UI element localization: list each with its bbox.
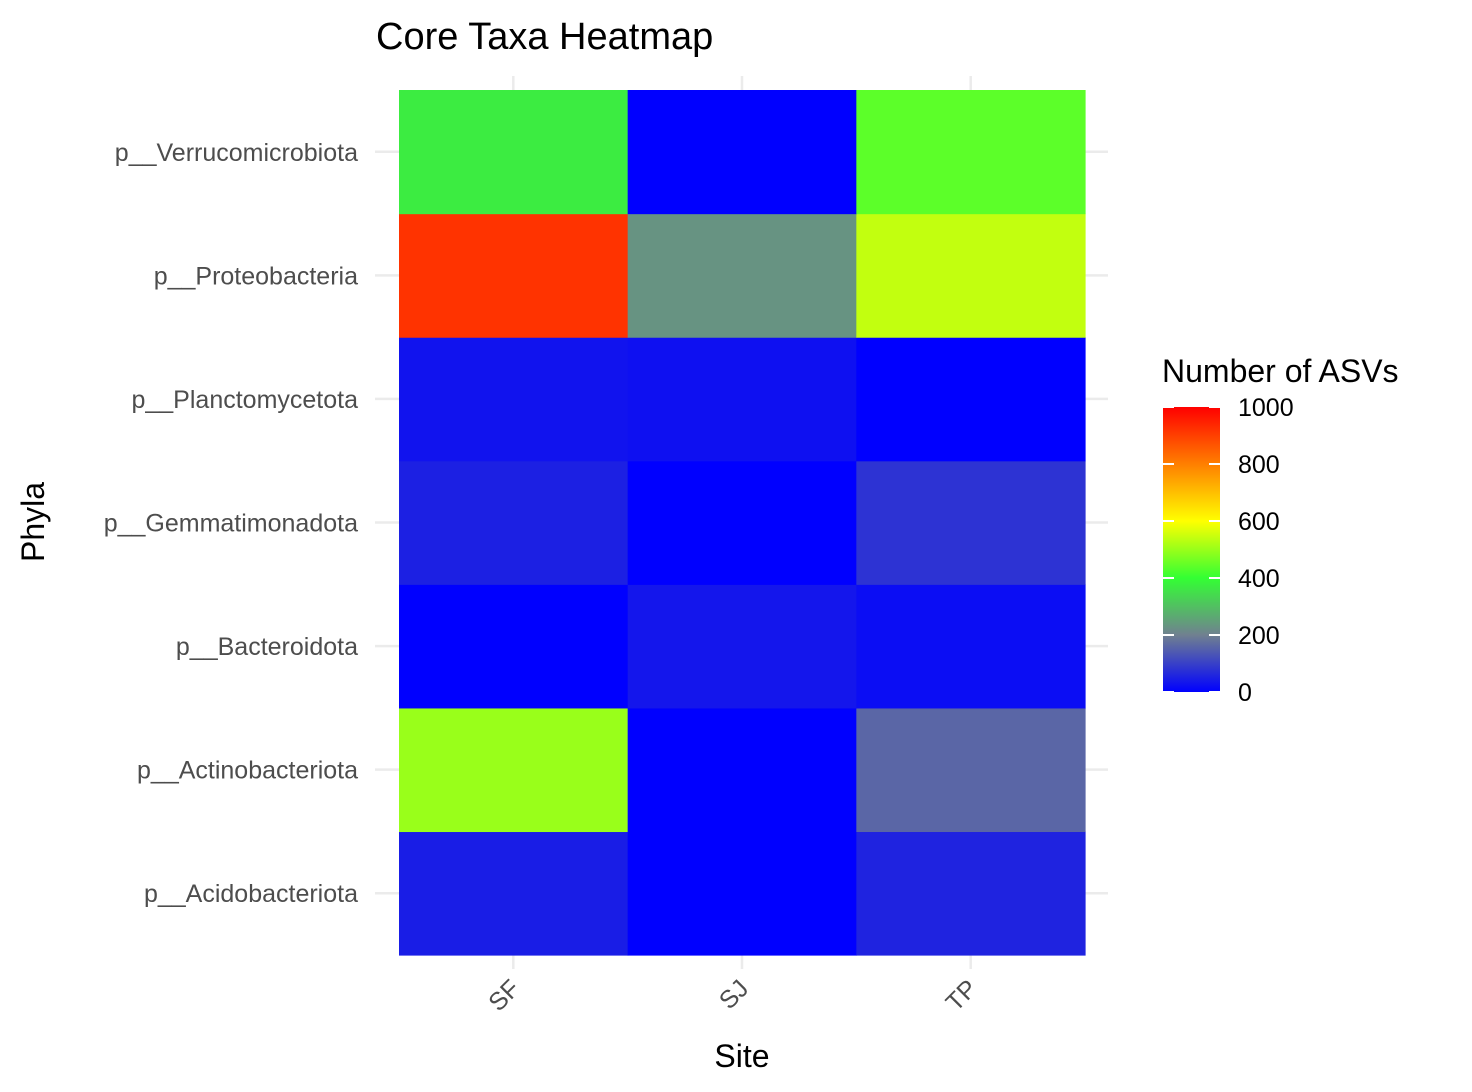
heatmap-cell: [856, 831, 1086, 956]
heatmap-cells: [399, 90, 1086, 956]
color-legend: Number of ASVs 0 200 400 600 800 1000: [1162, 353, 1399, 707]
y-tick-label: p__Gemmatimonadota: [104, 510, 358, 538]
legend-ticks: 0 200 400 600 800 1000: [1163, 394, 1294, 707]
y-tick-label: p__Planctomycetota: [131, 386, 358, 414]
y-axis-ticks: p__Acidobacteriota p__Actinobacteriota p__…: [104, 139, 358, 908]
legend-tick-label: 800: [1238, 451, 1280, 479]
heatmap-cell: [627, 90, 857, 215]
y-tick-label: p__Verrucomicrobiota: [115, 139, 358, 167]
heatmap-cell: [627, 213, 857, 338]
chart-title: Core Taxa Heatmap: [376, 16, 713, 58]
heatmap-cell: [399, 213, 629, 338]
heatmap-cell: [856, 707, 1086, 833]
legend-colorbar: [1163, 407, 1220, 692]
y-tick-label: p__Bacteroidota: [176, 633, 358, 661]
heatmap-cell: [627, 831, 857, 956]
heatmap-cell: [856, 90, 1086, 215]
y-axis-title: Phyla: [15, 482, 51, 562]
heatmap-cell: [627, 584, 857, 709]
heatmap-cell: [399, 831, 629, 956]
legend-tick-label: 200: [1238, 622, 1280, 650]
y-tick-label: p__Actinobacteriota: [137, 757, 358, 785]
heatmap-cell: [399, 337, 629, 462]
legend-tick-label: 400: [1238, 565, 1280, 593]
heatmap-cell: [856, 460, 1086, 585]
heatmap-cell: [856, 337, 1086, 462]
heatmap-cell: [399, 707, 629, 833]
heatmap-cell: [627, 707, 857, 833]
y-tick-label: p__Acidobacteriota: [144, 880, 358, 908]
x-tick-label: SF: [483, 974, 525, 1016]
y-tick-label: p__Proteobacteria: [154, 262, 358, 290]
x-axis-title: Site: [714, 1038, 769, 1074]
legend-tick-label: 600: [1238, 508, 1280, 536]
x-axis-ticks: SF SJ TP: [483, 974, 983, 1016]
heatmap-cell: [399, 584, 629, 709]
heatmap-cell: [627, 460, 857, 585]
heatmap-cell: [399, 90, 629, 215]
legend-tick-label: 0: [1238, 679, 1252, 707]
x-tick-label: SJ: [714, 974, 754, 1014]
heatmap-cell: [856, 584, 1086, 709]
legend-tick-label: 1000: [1238, 394, 1294, 422]
x-tick-label: TP: [941, 974, 983, 1016]
heatmap-cell: [399, 460, 629, 585]
heatmap-cell: [627, 337, 857, 462]
legend-title: Number of ASVs: [1162, 353, 1399, 389]
heatmap-cell: [856, 213, 1086, 338]
